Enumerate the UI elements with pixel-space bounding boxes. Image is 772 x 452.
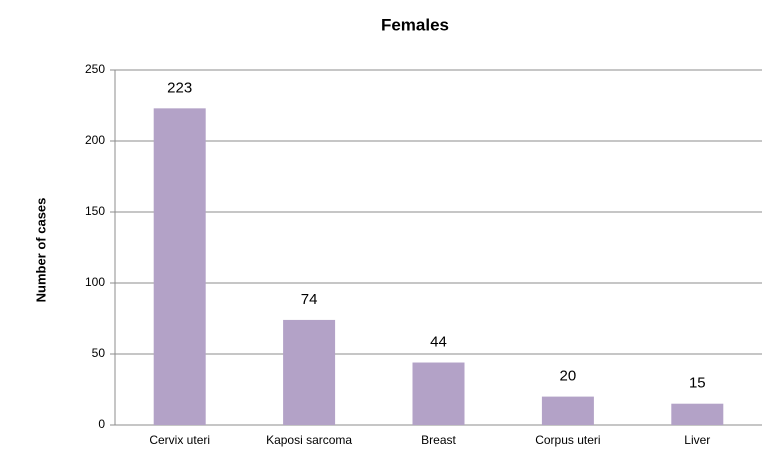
bar — [541, 396, 594, 425]
x-tick-label: Breast — [421, 433, 456, 447]
x-tick-label: Kaposi sarcoma — [266, 433, 352, 447]
y-tick-label: 0 — [98, 417, 105, 431]
x-tick-label: Liver — [684, 433, 710, 447]
y-tick-label: 150 — [85, 204, 105, 218]
bar — [153, 108, 206, 425]
x-tick-label: Corpus uteri — [535, 433, 600, 447]
bar — [671, 403, 724, 425]
data-label: 15 — [689, 375, 706, 392]
y-tick-label: 100 — [85, 275, 105, 289]
data-label: 223 — [167, 79, 192, 96]
chart-title: Females — [381, 15, 449, 34]
y-tick-label: 200 — [85, 133, 105, 147]
bar — [412, 362, 465, 425]
y-axis-label: Number of cases — [33, 198, 48, 303]
data-label: 20 — [560, 368, 577, 385]
y-tick-label: 250 — [85, 62, 105, 76]
bar — [283, 319, 336, 425]
y-tick-label: 50 — [92, 346, 106, 360]
x-tick-label: Cervix uteri — [149, 433, 210, 447]
data-label: 74 — [301, 291, 318, 308]
data-label: 44 — [430, 333, 447, 350]
